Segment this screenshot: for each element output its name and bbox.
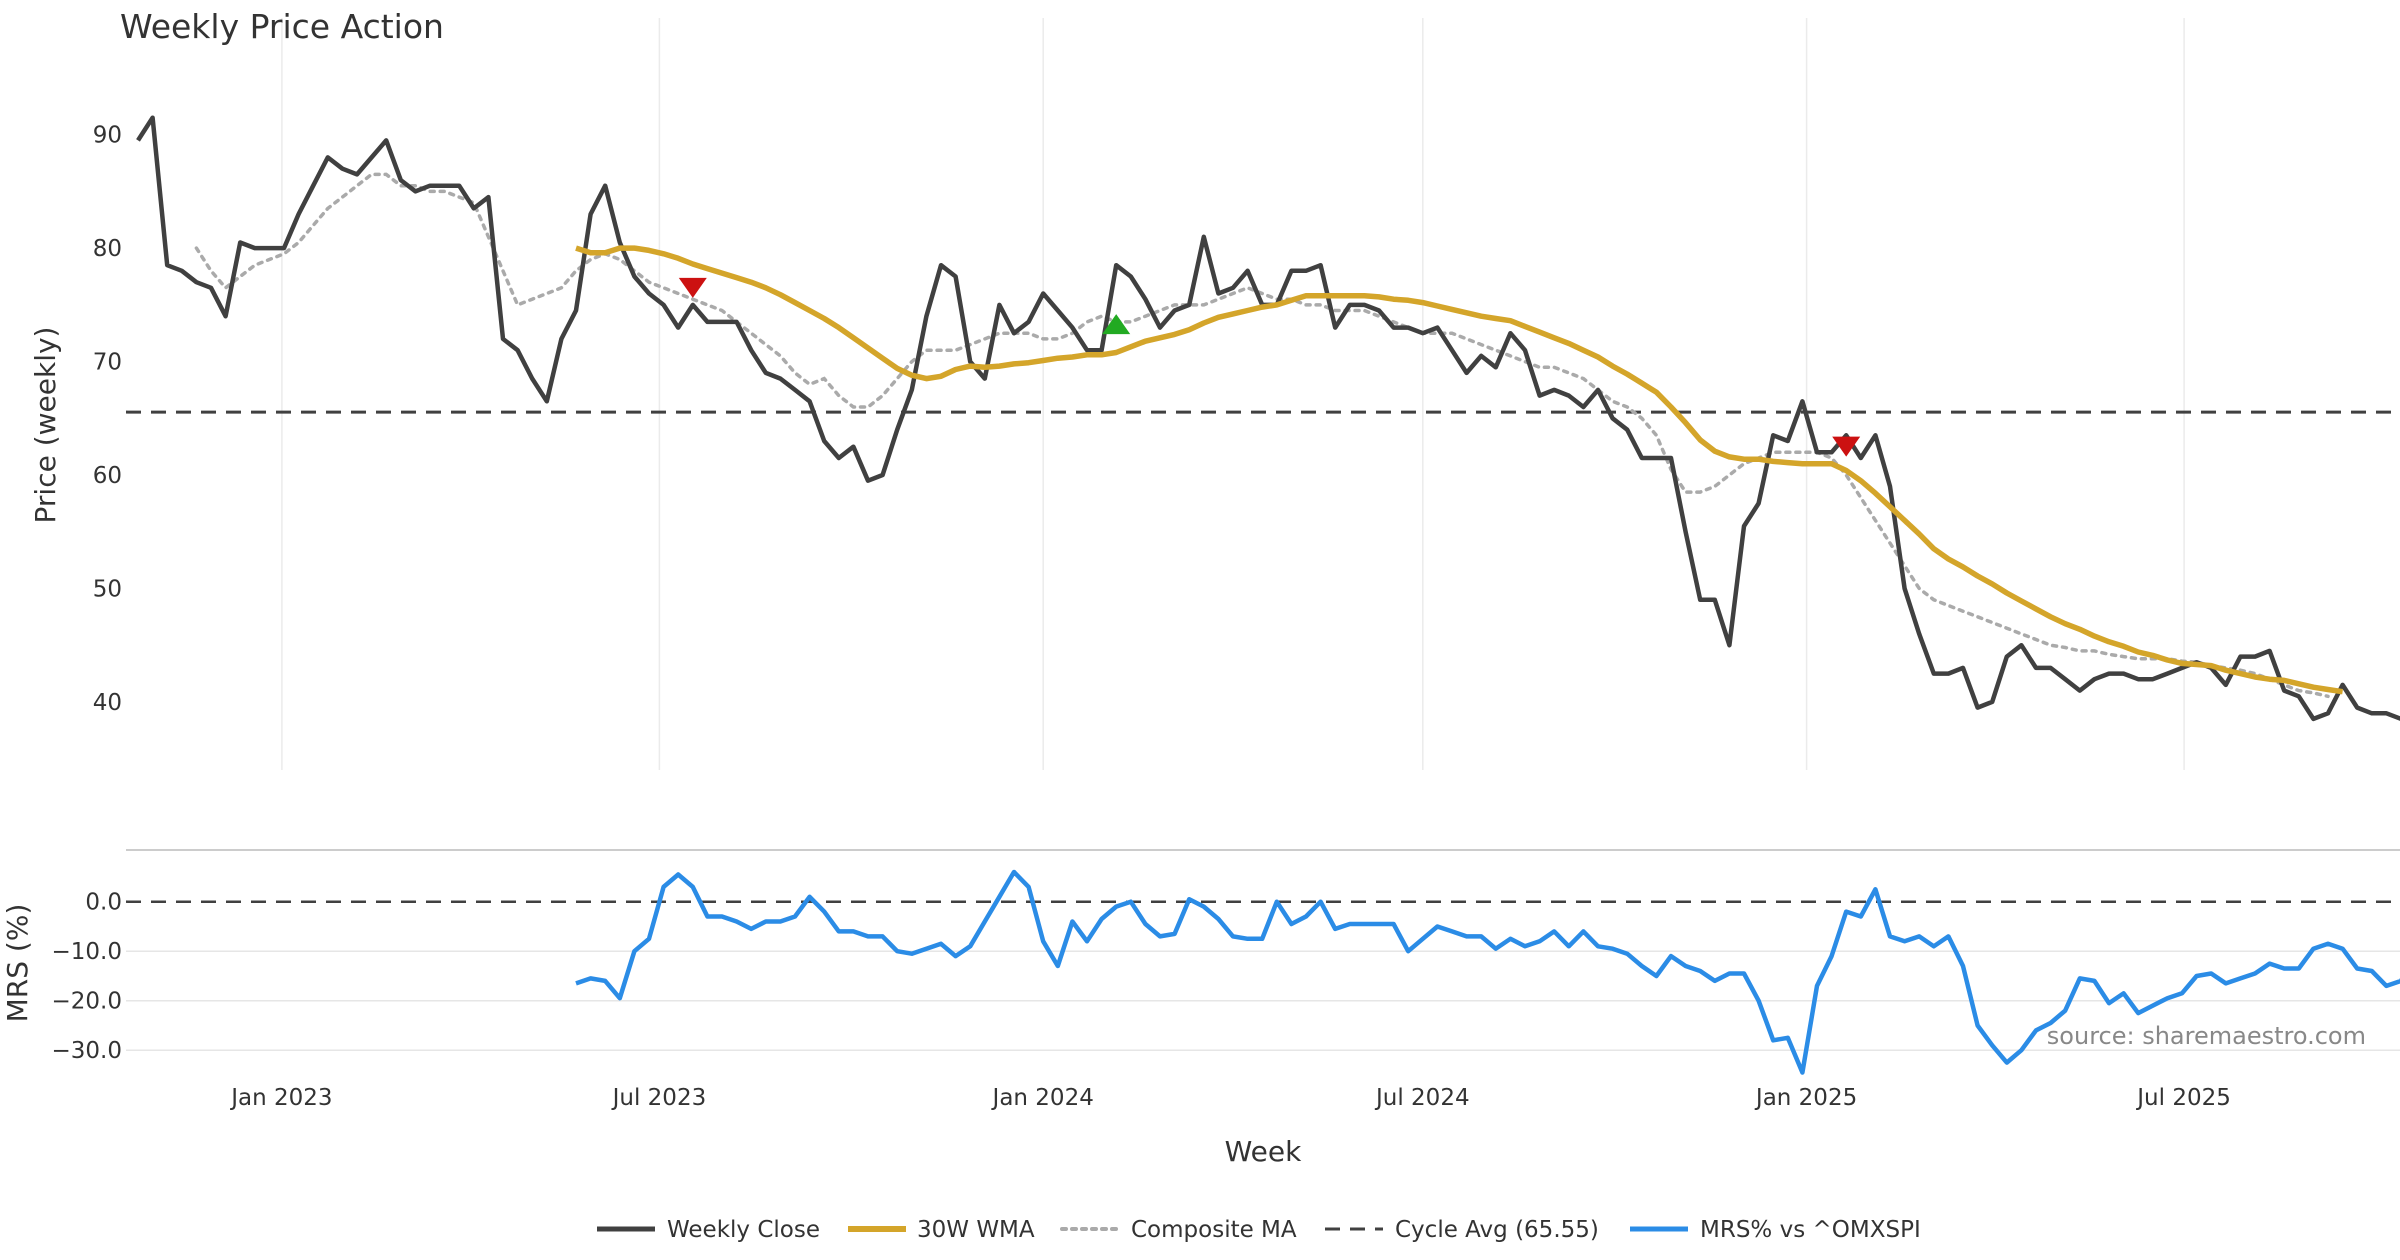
price-y-tick-label: 60 — [93, 463, 122, 489]
x-axis-label: Week — [1225, 1135, 1302, 1168]
price-y-axis-label: Price (weekly) — [29, 327, 62, 524]
signal-markers — [678, 277, 1861, 457]
series-30w-wma — [575, 245, 2344, 695]
mrs-y-tick-label: −10.0 — [52, 939, 122, 965]
mrs-y-tick-label: −20.0 — [52, 989, 122, 1015]
series-weekly-close — [136, 115, 2400, 722]
price-y-tick-label: 90 — [93, 123, 122, 149]
price-y-tick-label: 70 — [93, 350, 122, 376]
price-y-tick-label: 50 — [93, 576, 122, 602]
mrs-y-axis-label: MRS (%) — [1, 904, 34, 1023]
x-tick-label: Jan 2025 — [1754, 1085, 1857, 1111]
sell-signal-marker — [678, 277, 707, 298]
buy-signal-marker — [1102, 314, 1131, 335]
x-tick-label: Jan 2023 — [229, 1085, 332, 1111]
legend-label-close: Weekly Close — [667, 1217, 820, 1243]
x-tick-label: Jul 2023 — [611, 1085, 707, 1111]
legend-label-mrs: MRS% vs ^OMXSPI — [1700, 1217, 1921, 1243]
legend-label-cma: Composite MA — [1131, 1217, 1297, 1243]
x-tick-label: Jul 2025 — [2135, 1085, 2231, 1111]
price-y-tick-label: 40 — [93, 690, 122, 716]
mrs-y-tick-label: −30.0 — [52, 1038, 122, 1064]
legend-label-cycle: Cycle Avg (65.55) — [1395, 1217, 1599, 1243]
legend-label-wma: 30W WMA — [917, 1217, 1035, 1243]
legend: Weekly Close 30W WMA Composite MA Cycle Avg… — [597, 1217, 1921, 1243]
chart-title: Weekly Price Action — [120, 7, 444, 46]
series-mrs — [575, 869, 2400, 1075]
x-tick-label: Jan 2024 — [991, 1085, 1094, 1111]
sell-signal-marker — [1832, 436, 1861, 457]
price-y-tick-label: 80 — [93, 236, 122, 262]
series-composite-ma — [194, 172, 2330, 699]
x-tick-label: Jul 2024 — [1374, 1085, 1470, 1111]
gridlines — [126, 18, 2400, 1051]
price-y-ticks: 40 50 60 70 80 90 — [93, 123, 122, 716]
mrs-y-tick-label: 0.0 — [85, 890, 122, 916]
x-ticks: Jan 2023 Jul 2023 Jan 2024 Jul 2024 Jan 2025… — [229, 1085, 2231, 1111]
source-note: source: sharemaestro.com — [2047, 1022, 2366, 1050]
series-layer — [126, 115, 2400, 1075]
mrs-y-ticks: 0.0 −10.0 −20.0 −30.0 — [52, 890, 122, 1064]
